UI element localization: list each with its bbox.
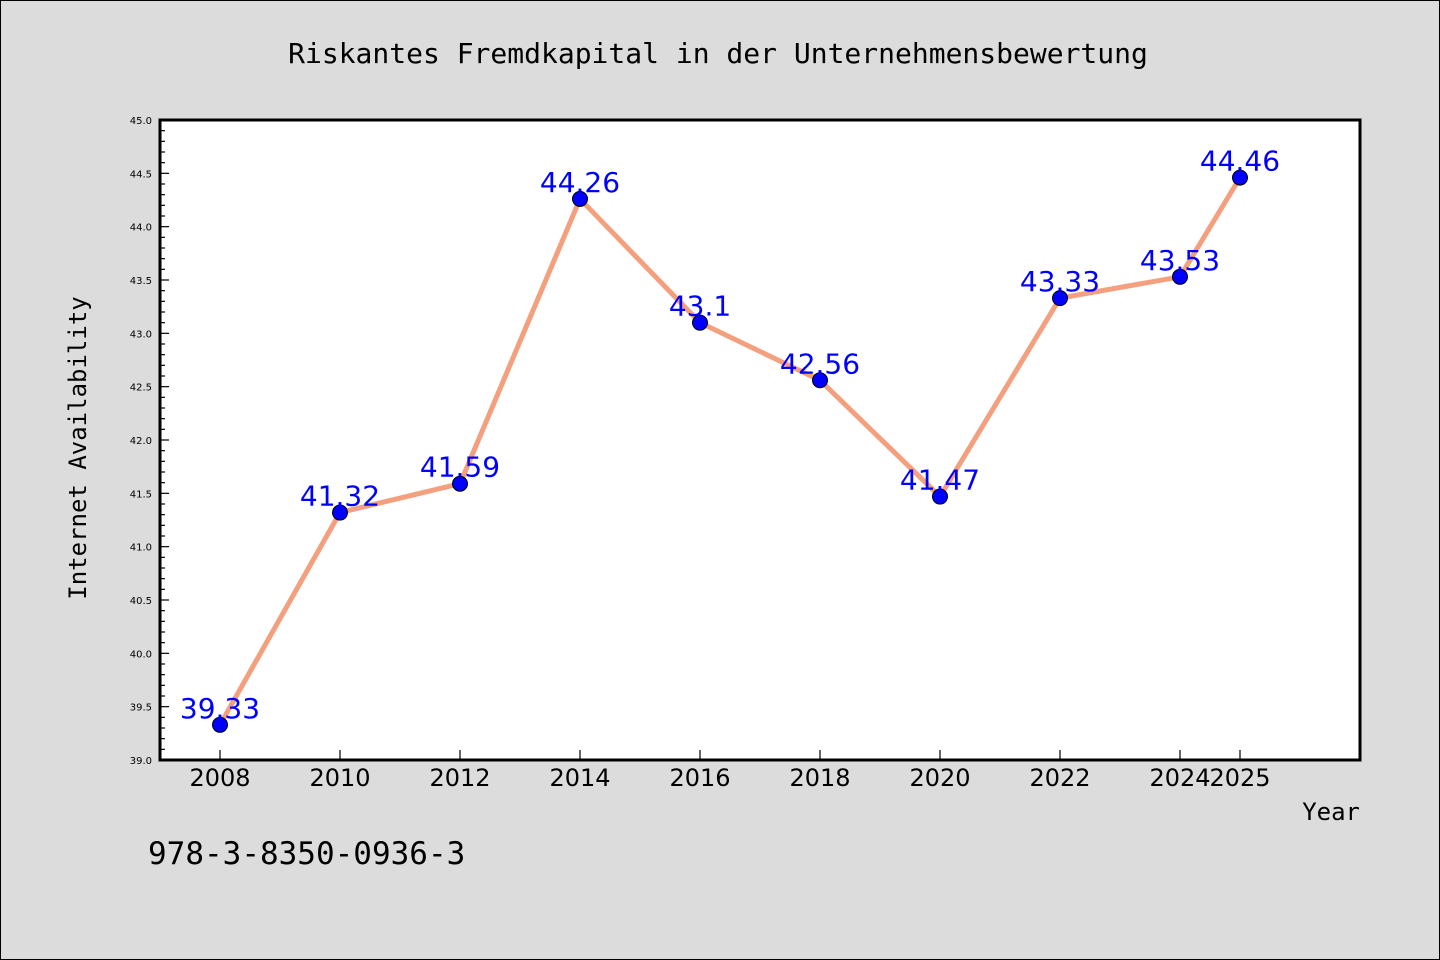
chart-title: Riskantes Fremdkapital in der Unternehme… <box>288 37 1148 70</box>
data-point <box>212 716 228 733</box>
data-label: 43.1 <box>669 290 731 323</box>
x-tick-label: 2020 <box>909 764 970 792</box>
data-point <box>332 504 348 521</box>
x-tick-label: 2018 <box>789 764 850 792</box>
data-point <box>1172 268 1188 285</box>
y-tick-label: 39.0 <box>130 756 152 767</box>
data-label: 44.46 <box>1200 145 1280 178</box>
data-point <box>692 314 708 331</box>
x-tick-label: 2025 <box>1209 764 1270 792</box>
y-tick-label: 40.0 <box>130 649 152 660</box>
x-tick-label: 2008 <box>189 764 250 792</box>
y-tick-label: 43.5 <box>130 276 152 287</box>
x-tick-label: 2012 <box>429 764 490 792</box>
data-label: 42.56 <box>780 347 860 380</box>
data-label: 41.47 <box>900 464 980 497</box>
y-tick-label: 44.0 <box>130 223 152 234</box>
data-label: 43.33 <box>1020 265 1100 298</box>
data-label: 41.59 <box>420 451 500 484</box>
data-label: 44.26 <box>540 166 620 199</box>
data-label: 43.53 <box>1140 244 1220 277</box>
y-tick-label: 41.0 <box>130 543 152 554</box>
data-point <box>812 372 828 389</box>
footnote-isbn: 978-3-8350-0936-3 <box>148 836 465 872</box>
x-tick-label: 2014 <box>549 764 610 792</box>
data-label: 39.33 <box>180 692 260 725</box>
data-point <box>932 488 948 505</box>
data-point <box>1232 169 1248 186</box>
series-layer: 39.33 41.32 41.59 44.26 43.1 42.56 41.47 43.33 4… <box>180 145 1280 733</box>
y-tick-label: 41.5 <box>130 489 152 500</box>
x-tick-label: 2010 <box>309 764 370 792</box>
y-tick-label: 44.5 <box>130 169 152 180</box>
y-tick-label: 39.5 <box>130 703 152 714</box>
x-tick-label: 2022 <box>1029 764 1090 792</box>
series-line <box>217 175 1243 728</box>
y-axis-label: Internet Availability <box>64 296 92 599</box>
data-point <box>452 475 468 492</box>
x-tick-label: 2016 <box>669 764 730 792</box>
plot-area <box>158 118 1362 762</box>
y-tick-label: 42.5 <box>130 383 152 394</box>
y-tick-label: 43.0 <box>130 329 152 340</box>
y-tick-label: 42.0 <box>130 436 152 447</box>
x-axis-label: Year <box>1302 798 1360 826</box>
y-axis: 39.0 39.5 40.0 40.5 41.0 41.5 42.0 42.5 43.0 43.5… <box>130 116 169 767</box>
data-label: 41.32 <box>300 480 380 513</box>
y-tick-label: 40.5 <box>130 596 152 607</box>
y-tick-label: 45.0 <box>130 116 152 127</box>
x-tick-label: 2024 <box>1149 764 1210 792</box>
data-point <box>572 190 588 207</box>
data-point <box>1052 290 1068 307</box>
